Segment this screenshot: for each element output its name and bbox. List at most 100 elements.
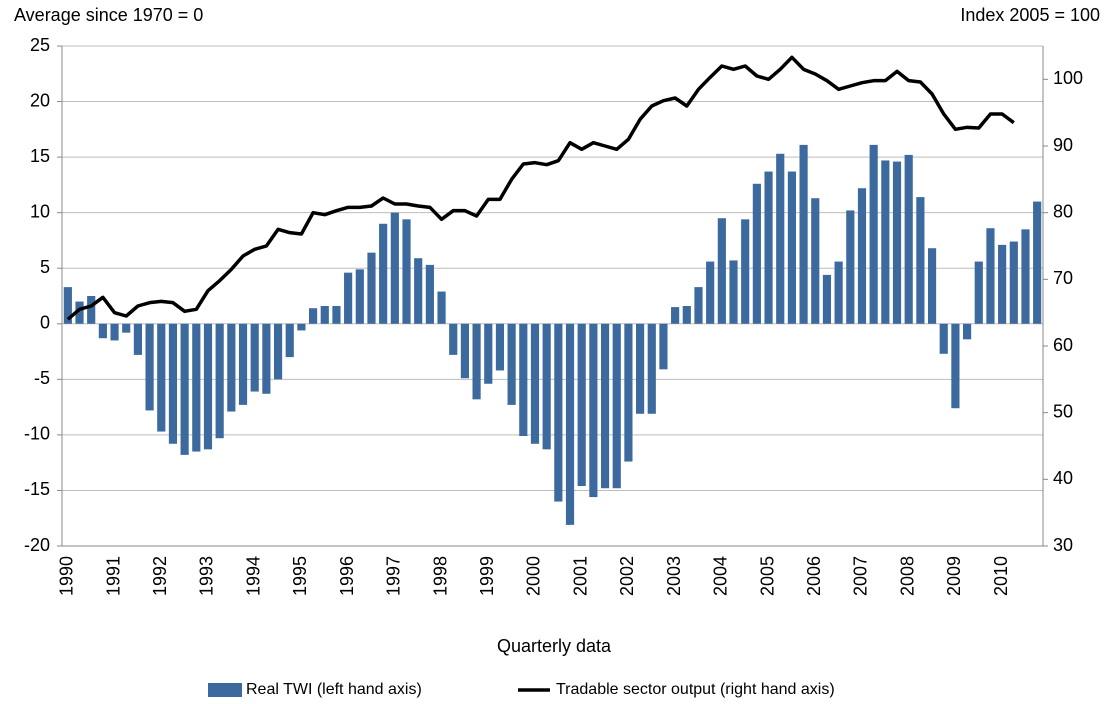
bar <box>227 323 236 412</box>
bar <box>133 323 142 355</box>
bar <box>1033 201 1042 324</box>
y-tick-label: 25 <box>30 35 50 55</box>
y-tick-label: -20 <box>24 535 50 555</box>
bar <box>589 323 598 498</box>
x-tick-label: 1997 <box>384 556 404 596</box>
bar <box>122 323 131 333</box>
bar <box>951 323 960 409</box>
x-tick-label: 2005 <box>757 556 777 596</box>
bar <box>986 228 995 324</box>
bar <box>787 171 796 324</box>
bar <box>379 223 388 324</box>
y2-tick-label: 60 <box>1053 335 1073 355</box>
legend-swatch <box>208 683 242 697</box>
bar <box>262 323 271 394</box>
bar <box>904 154 913 324</box>
bar <box>577 323 586 486</box>
bar <box>215 323 224 439</box>
bar <box>600 323 610 489</box>
bar <box>87 296 96 324</box>
left-axis-title: Average since 1970 = 0 <box>14 5 203 25</box>
y-tick-label: 0 <box>40 313 50 333</box>
y-tick-label: 15 <box>30 146 50 166</box>
bar <box>647 323 656 414</box>
y-tick-label: 10 <box>30 201 50 221</box>
bar <box>157 323 166 432</box>
y-tick-label: -15 <box>24 479 50 499</box>
x-axis-title: Quarterly data <box>497 636 612 656</box>
bar <box>530 323 540 444</box>
bar <box>507 323 516 405</box>
bar <box>180 323 189 455</box>
legend-label: Real TWI (left hand axis) <box>246 681 422 698</box>
x-tick-label: 2010 <box>991 556 1011 596</box>
bar <box>192 323 201 452</box>
bar <box>367 252 376 324</box>
x-tick-label: 1991 <box>103 556 123 596</box>
bar <box>425 264 434 324</box>
bar <box>320 306 329 324</box>
x-tick-label: 1995 <box>290 556 310 596</box>
x-tick-label: 2001 <box>570 556 590 596</box>
bar <box>203 323 213 450</box>
y2-tick-label: 80 <box>1053 201 1073 221</box>
x-tick-label: 2006 <box>804 556 824 596</box>
bar <box>98 323 107 339</box>
bar <box>776 153 785 324</box>
bar <box>390 212 399 324</box>
bar <box>846 210 855 324</box>
bar <box>250 323 259 392</box>
bar <box>355 269 364 324</box>
bar <box>460 323 469 379</box>
y2-tick-label: 40 <box>1053 468 1073 488</box>
y-tick-label: -5 <box>34 368 50 388</box>
y2-tick-label: 50 <box>1053 401 1073 421</box>
bar <box>624 323 633 462</box>
bar <box>822 274 832 324</box>
bar <box>869 144 878 324</box>
bar <box>636 323 645 414</box>
bar <box>519 323 528 436</box>
legend-label: Tradable sector output (right hand axis) <box>556 681 835 698</box>
x-tick-label: 1999 <box>477 556 497 596</box>
bar <box>332 306 341 324</box>
x-tick-label: 1996 <box>337 556 357 596</box>
bar <box>554 323 563 502</box>
bar <box>542 323 551 450</box>
bar <box>834 261 843 324</box>
bar <box>671 307 680 324</box>
bar <box>297 323 306 331</box>
bar <box>612 323 621 489</box>
bar <box>437 291 446 324</box>
bar <box>881 160 890 324</box>
bar <box>916 197 925 324</box>
x-tick-label: 2009 <box>944 556 964 596</box>
bar <box>764 171 773 324</box>
bar <box>682 306 691 324</box>
x-tick-label: 2007 <box>851 556 871 596</box>
bar <box>963 323 972 340</box>
bar <box>484 323 493 384</box>
bar <box>998 244 1007 324</box>
bar <box>1021 229 1030 324</box>
bar <box>974 261 983 324</box>
x-tick-label: 1990 <box>57 556 77 596</box>
x-tick-label: 2003 <box>664 556 684 596</box>
bar <box>717 218 726 324</box>
bar <box>892 161 902 324</box>
bar <box>799 144 808 324</box>
bar <box>706 261 715 324</box>
x-tick-label: 2000 <box>524 556 544 596</box>
bar <box>927 248 937 324</box>
bar <box>495 323 505 371</box>
bar <box>273 323 283 380</box>
y2-tick-label: 90 <box>1053 135 1073 155</box>
bar <box>402 219 411 324</box>
y-tick-label: 5 <box>40 257 50 277</box>
x-tick-label: 1994 <box>243 556 263 596</box>
bar <box>811 198 820 324</box>
bar <box>145 323 154 411</box>
bar <box>741 219 750 324</box>
x-tick-label: 1998 <box>430 556 450 596</box>
bar <box>752 183 761 324</box>
